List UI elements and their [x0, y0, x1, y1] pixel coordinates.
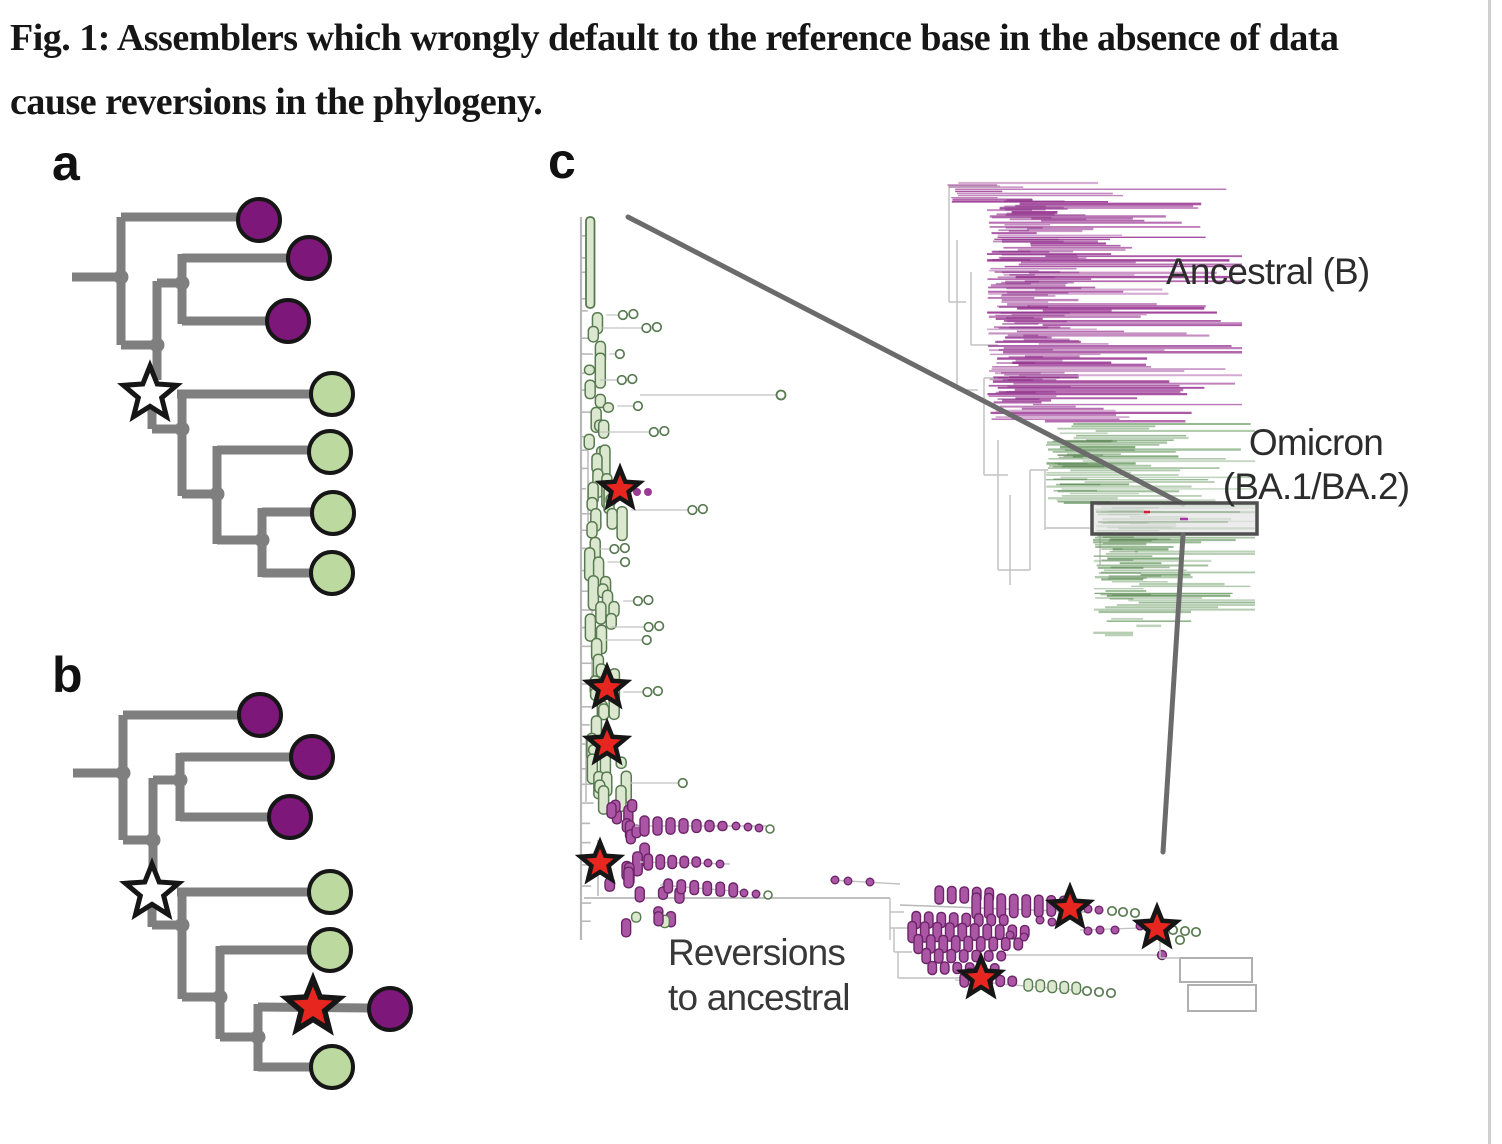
tip-purple	[265, 298, 311, 344]
tip-green	[307, 429, 353, 475]
reversions-label-line-2: to ancestral	[668, 977, 850, 1018]
tip-green	[310, 490, 356, 536]
tip-purple	[286, 235, 332, 281]
tip-green	[309, 1044, 355, 1090]
red-star-icon	[1131, 901, 1183, 950]
white-star-icon	[117, 359, 183, 423]
reversions-label: Reversions to ancestral	[668, 930, 850, 1020]
red-star-icon	[279, 971, 347, 1036]
red-star-icon	[1044, 881, 1096, 930]
ancestral-clade-label: Ancestral (B)	[1166, 251, 1370, 292]
red-star-icon	[581, 661, 633, 710]
omicron-label-line-1: Omicron	[1248, 422, 1384, 463]
omicron-clade-label: Omicron (BA.1/BA.2)	[1218, 421, 1414, 509]
white-star-icon	[119, 857, 185, 921]
red-star-icon	[574, 836, 626, 885]
panel-b-tree	[73, 692, 413, 1090]
omicron-label-line-2: (BA.1/BA.2)	[1222, 466, 1410, 507]
panel-a-label: a	[52, 135, 80, 191]
tip-green	[307, 927, 353, 973]
caption-line-2: cause reversions in the phylogeny.	[10, 81, 543, 123]
red-star-icon	[581, 717, 633, 766]
panel-c-phylogeny	[574, 181, 1259, 1012]
zoom-box	[1090, 501, 1259, 536]
tip-purple	[236, 197, 282, 243]
page-column-divider	[1488, 0, 1491, 1144]
tip-purple	[267, 794, 313, 840]
panel-a-tree	[72, 197, 356, 596]
panel-b-label: b	[52, 647, 83, 703]
caption-line-1: Fig. 1: Assemblers which wrongly default…	[10, 17, 1339, 59]
panel-c-label: c	[548, 133, 576, 189]
tip-green	[309, 550, 355, 596]
red-star-icon	[594, 462, 646, 511]
figure-caption: Fig. 1: Assemblers which wrongly default…	[10, 6, 1480, 134]
tip-purple	[367, 986, 413, 1032]
red-star-icon	[955, 951, 1007, 1000]
tip-purple	[237, 692, 283, 738]
tip-purple	[289, 734, 335, 780]
tip-green	[309, 371, 355, 417]
reversions-label-line-1: Reversions	[668, 932, 846, 973]
tip-green	[307, 869, 353, 915]
